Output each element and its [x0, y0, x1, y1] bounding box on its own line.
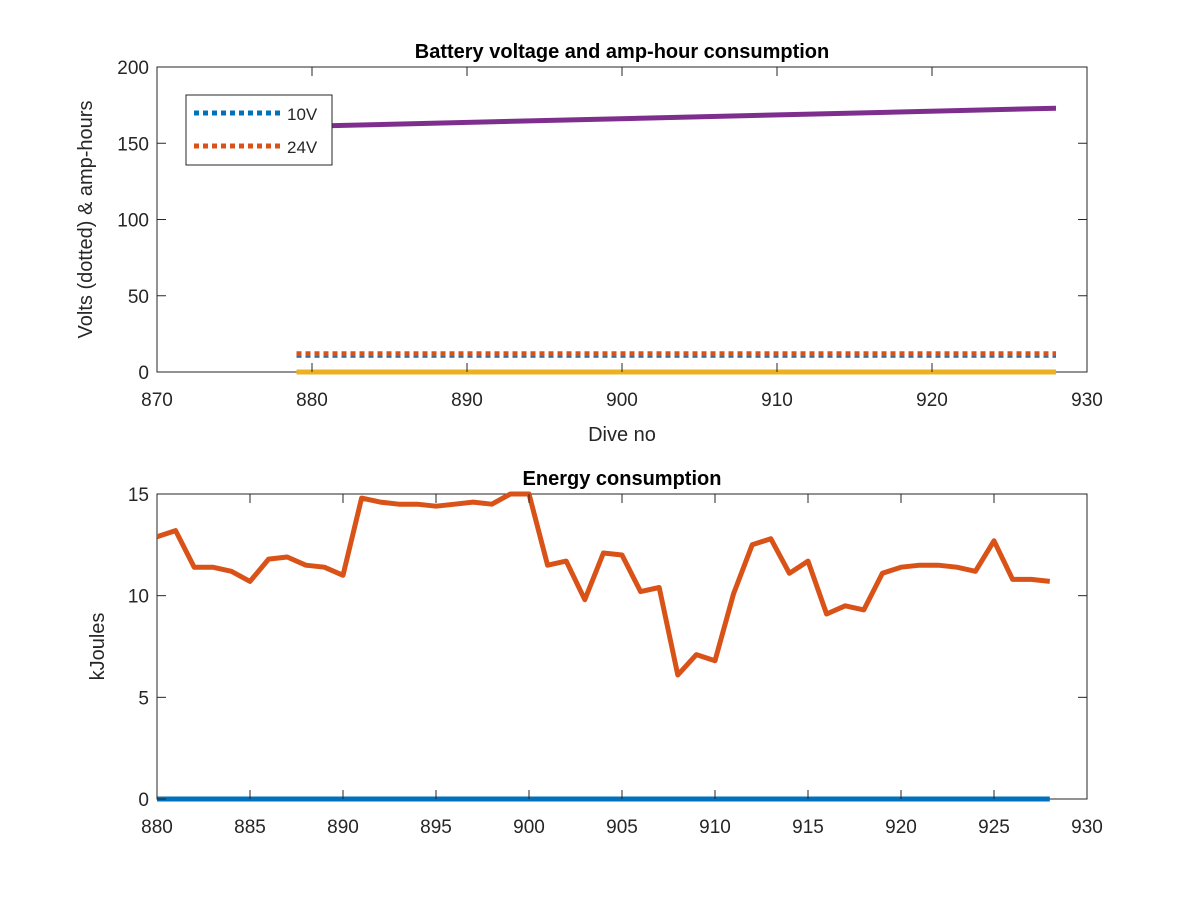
energy-x-tick-label: 885 [234, 817, 266, 838]
energy-series-line-0 [157, 491, 1051, 678]
energy-x-tick-label: 905 [606, 817, 638, 838]
energy-x-tick-label: 890 [327, 817, 359, 838]
legend-24v-label: 24V [287, 138, 318, 157]
voltage-y-tick-label: 100 [117, 211, 149, 232]
energy-x-tick-label: 920 [885, 817, 917, 838]
energy-x-tick-label: 880 [141, 817, 173, 838]
energy-x-tick-label: 900 [513, 817, 545, 838]
legend-10v-label: 10V [287, 105, 318, 124]
voltage-subplot: 870 880 890 900 910 920 930 0 50 100 150 200 Batter… [75, 41, 1103, 446]
voltage-x-tick-label: 890 [451, 390, 483, 411]
energy-x-tick-label: 930 [1071, 817, 1103, 838]
legend-box [185, 94, 333, 166]
energy-ticks: 880 885 890 895 900 905 910 915 920 925 930 0 5 10 15 [128, 485, 1103, 838]
voltage-plot-area [296, 105, 1057, 375]
voltage-y-tick-label: 0 [138, 363, 149, 384]
voltage-x-tick-label: 930 [1071, 390, 1103, 411]
voltage-y-axis-label: Volts (dotted) & amp-hours [75, 101, 97, 339]
voltage-x-tick-label: 880 [296, 390, 328, 411]
voltage-legend: 10V 24V [185, 94, 333, 166]
energy-x-tick-label: 895 [420, 817, 452, 838]
voltage-x-axis-label: Dive no [588, 424, 656, 446]
voltage-x-tick-label: 900 [606, 390, 638, 411]
voltage-ticks: 870 880 890 900 910 920 930 0 50 100 150 200 [117, 58, 1103, 411]
energy-subplot: 880 885 890 895 900 905 910 915 920 925 930051015 … [87, 468, 1103, 838]
energy-x-tick-label: 910 [699, 817, 731, 838]
voltage-y-tick-label: 150 [117, 134, 149, 155]
voltage-x-tick-label: 910 [761, 390, 793, 411]
energy-x-tick-label: 915 [792, 817, 824, 838]
energy-axes-box [156, 493, 1088, 800]
energy-y-tick-label: 10 [128, 587, 149, 608]
voltage-x-tick-label: 870 [141, 390, 173, 411]
energy-x-tick-label: 925 [978, 817, 1010, 838]
energy-y-axis-label: kJoules [87, 613, 109, 681]
voltage-y-tick-label: 50 [128, 287, 149, 308]
voltage-chart-title: Battery voltage and amp-hour consumption [415, 41, 829, 63]
energy-y-tick-label: 5 [138, 688, 149, 709]
energy-chart-title: Energy consumption [523, 468, 722, 490]
energy-y-tick-label: 15 [128, 485, 149, 506]
energy-y-tick-label: 0 [138, 790, 149, 811]
voltage-series-line-3 [296, 105, 1057, 129]
voltage-y-tick-label: 200 [117, 58, 149, 79]
voltage-x-tick-label: 920 [916, 390, 948, 411]
